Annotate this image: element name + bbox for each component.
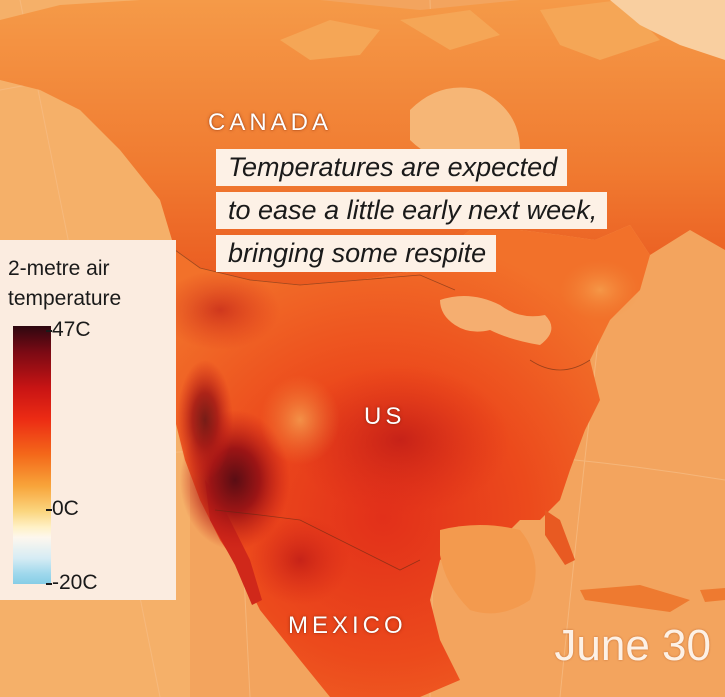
label-us: US <box>364 403 406 430</box>
cool-patch-northeast <box>560 260 640 320</box>
country-borders <box>174 249 591 571</box>
legend-title: 2-metre air temperature <box>8 254 173 314</box>
cool-patch-rockies <box>260 375 340 465</box>
heat-patch-mexico <box>250 515 350 605</box>
date-label: June 30 <box>554 621 711 670</box>
caption-line-1: Temperatures are expected <box>216 149 568 186</box>
temperature-legend: 2-metre air temperature 47C 0C -20C <box>0 240 176 600</box>
legend-title-line-1: 2-metre air <box>8 257 110 280</box>
label-canada: CANADA <box>208 109 333 136</box>
legend-title-line-2: temperature <box>8 287 122 310</box>
heat-patch-northwest <box>160 270 280 350</box>
caribbean-islands <box>580 585 725 612</box>
arctic-islands <box>280 0 660 60</box>
legend-zero-label: 0C <box>46 497 79 520</box>
great-lakes <box>440 296 552 345</box>
gulf-of-mexico <box>440 525 536 614</box>
legend-max-label: 47C <box>46 318 91 341</box>
map-caption: Temperatures are expected to ease a litt… <box>216 146 702 275</box>
label-mexico: MEXICO <box>288 612 407 639</box>
florida <box>545 510 575 565</box>
legend-color-bar <box>13 326 51 584</box>
heat-patch-central-valley <box>177 360 233 480</box>
greenland <box>610 0 725 60</box>
caption-line-3: bringing some respite <box>216 235 497 272</box>
heat-patch-plains <box>290 365 510 515</box>
legend-min-label: -20C <box>46 571 98 594</box>
caption-line-2: to ease a little early next week, <box>216 192 608 229</box>
